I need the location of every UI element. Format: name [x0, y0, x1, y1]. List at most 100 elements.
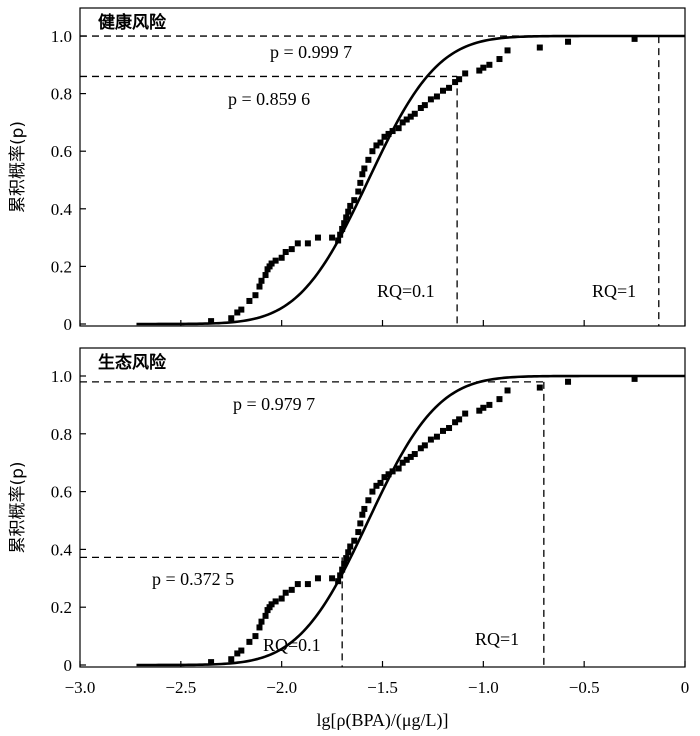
- panel-title: 健康风险: [98, 12, 167, 33]
- data-point: [411, 451, 418, 458]
- data-point: [234, 650, 241, 657]
- data-point: [369, 488, 376, 495]
- data-point: [407, 113, 414, 120]
- data-point: [339, 566, 346, 573]
- data-point: [452, 419, 459, 426]
- y-tick-label: 1.0: [51, 27, 72, 46]
- data-point: [341, 220, 348, 227]
- data-point: [373, 142, 380, 149]
- data-point: [385, 130, 392, 137]
- data-point: [385, 471, 392, 478]
- data-point: [272, 257, 279, 264]
- rq-label: RQ=1: [592, 281, 636, 301]
- data-point: [288, 246, 295, 253]
- data-point: [496, 396, 503, 403]
- data-point: [417, 105, 424, 111]
- x-tick-label: 0: [681, 678, 690, 697]
- data-point: [407, 453, 414, 460]
- plot-frame: [79, 7, 686, 327]
- data-point: [403, 116, 410, 123]
- data-point: [361, 505, 368, 512]
- p-value-label: p = 0.979 7: [233, 394, 315, 414]
- data-point: [357, 520, 364, 527]
- y-tick-label: 0.6: [51, 142, 72, 161]
- data-point: [357, 179, 364, 186]
- x-tick-label: −1.0: [468, 678, 499, 697]
- data-point: [421, 102, 428, 109]
- data-point: [294, 240, 301, 247]
- data-point: [433, 433, 440, 440]
- data-point: [476, 407, 483, 414]
- x-tick-label: −3.0: [65, 678, 96, 697]
- data-point: [278, 254, 285, 261]
- data-point: [268, 601, 275, 608]
- data-point: [389, 128, 396, 135]
- data-point: [282, 589, 289, 596]
- data-point: [536, 384, 543, 391]
- data-point: [359, 511, 366, 518]
- x-tick-label: −2.0: [266, 678, 297, 697]
- data-point: [452, 79, 459, 86]
- data-point: [417, 445, 424, 452]
- data-point: [282, 249, 289, 255]
- data-point: [462, 410, 469, 417]
- data-point: [314, 234, 321, 241]
- data-point: [351, 197, 358, 204]
- data-point: [341, 560, 348, 567]
- data-point: [361, 165, 368, 172]
- data-point: [208, 659, 215, 666]
- y-axis-label: 累积概率(p): [8, 461, 28, 553]
- data-point: [395, 125, 402, 132]
- data-point: [486, 61, 493, 68]
- fit-curve: [136, 34, 685, 326]
- data-point: [294, 581, 301, 588]
- plot-frame: [79, 347, 686, 668]
- data-point: [373, 482, 380, 489]
- y-tick-label: 0.4: [51, 200, 73, 219]
- data-point: [252, 633, 259, 640]
- data-point: [329, 575, 336, 582]
- data-point: [228, 656, 235, 663]
- data-point: [456, 416, 463, 423]
- data-point: [395, 465, 402, 472]
- data-point: [268, 260, 275, 267]
- data-point: [246, 638, 253, 645]
- data-point: [258, 277, 265, 284]
- data-point: [411, 110, 418, 117]
- x-tick-label: −2.5: [165, 678, 196, 697]
- data-point: [446, 425, 453, 432]
- data-point: [486, 401, 493, 408]
- data-point: [228, 315, 235, 322]
- data-point: [355, 188, 362, 195]
- fit-curve: [136, 374, 685, 667]
- data-point: [476, 67, 483, 74]
- data-point: [399, 119, 406, 126]
- y-tick-label: 0: [64, 315, 73, 334]
- data-point: [304, 581, 311, 588]
- data-point: [246, 297, 253, 304]
- x-axis-label: lg[ρ(BPA)/(μg/L)]: [317, 710, 449, 731]
- data-point: [256, 624, 263, 631]
- data-point: [389, 468, 396, 475]
- y-tick-label: 1.0: [51, 367, 72, 386]
- data-point: [288, 586, 295, 593]
- p-value-label: p = 0.372 5: [152, 569, 234, 589]
- data-point: [631, 35, 638, 42]
- data-point: [446, 84, 453, 91]
- data-point: [355, 529, 362, 536]
- data-point: [238, 647, 245, 654]
- data-point: [339, 225, 346, 232]
- panel-title: 生态风险: [98, 352, 167, 373]
- data-point: [337, 231, 344, 238]
- data-point: [480, 404, 487, 411]
- data-point: [337, 572, 344, 579]
- x-tick-label: −1.5: [367, 678, 398, 697]
- y-axis-label: 累积概率(p): [8, 121, 28, 213]
- data-point: [399, 459, 406, 466]
- data-point: [427, 436, 434, 443]
- data-point: [234, 309, 241, 316]
- data-point: [345, 549, 352, 556]
- data-point: [252, 292, 259, 299]
- data-point: [631, 375, 638, 382]
- data-point: [504, 47, 511, 54]
